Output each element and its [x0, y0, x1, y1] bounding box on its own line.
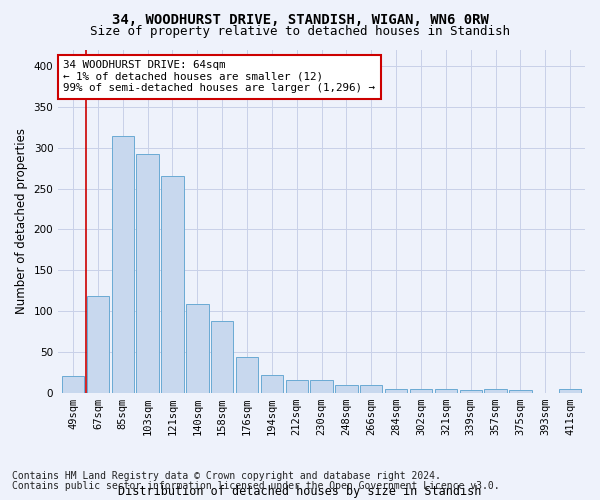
Bar [335, 386, 358, 392]
Bar [286, 380, 308, 392]
Bar [559, 390, 581, 392]
Bar [360, 386, 382, 392]
Bar [87, 296, 109, 392]
Bar [434, 390, 457, 392]
Bar [484, 390, 507, 392]
Bar [112, 136, 134, 392]
Bar [161, 176, 184, 392]
Bar [236, 356, 258, 392]
Text: 34, WOODHURST DRIVE, STANDISH, WIGAN, WN6 0RW: 34, WOODHURST DRIVE, STANDISH, WIGAN, WN… [112, 12, 488, 26]
Text: Contains HM Land Registry data © Crown copyright and database right 2024.: Contains HM Land Registry data © Crown c… [12, 471, 441, 481]
Bar [136, 154, 159, 392]
Bar [186, 304, 209, 392]
Bar [460, 390, 482, 392]
Bar [509, 390, 532, 392]
Bar [410, 388, 432, 392]
Bar [62, 376, 84, 392]
Text: Distribution of detached houses by size in Standish: Distribution of detached houses by size … [118, 484, 482, 498]
Bar [310, 380, 333, 392]
Y-axis label: Number of detached properties: Number of detached properties [15, 128, 28, 314]
Text: Size of property relative to detached houses in Standish: Size of property relative to detached ho… [90, 25, 510, 38]
Bar [385, 388, 407, 392]
Text: 34 WOODHURST DRIVE: 64sqm
← 1% of detached houses are smaller (12)
99% of semi-d: 34 WOODHURST DRIVE: 64sqm ← 1% of detach… [64, 60, 376, 94]
Text: Contains public sector information licensed under the Open Government Licence v3: Contains public sector information licen… [12, 481, 500, 491]
Bar [260, 374, 283, 392]
Bar [211, 321, 233, 392]
